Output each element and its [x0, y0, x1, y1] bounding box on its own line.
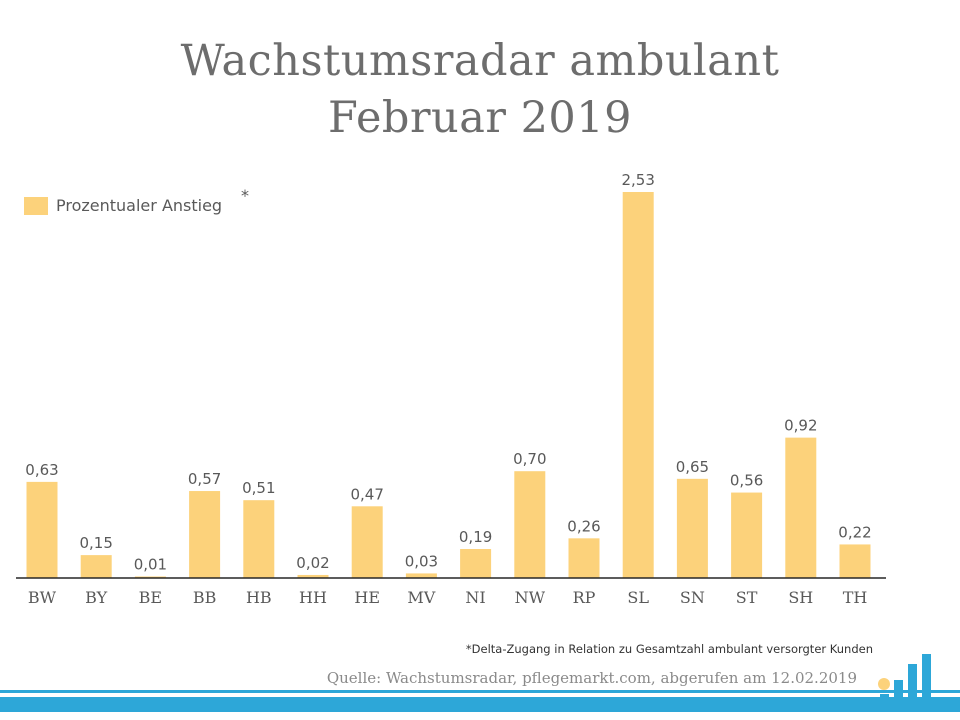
- data-label-BE: 0,01: [134, 555, 167, 573]
- x-tick-SH: SH: [788, 588, 813, 607]
- bar-HB: [243, 500, 275, 578]
- data-label-NW: 0,70: [513, 450, 546, 468]
- data-label-BB: 0,57: [188, 470, 221, 488]
- x-tick-HE: HE: [354, 588, 380, 607]
- x-tick-TH: TH: [843, 588, 868, 607]
- data-label-SN: 0,65: [676, 458, 709, 476]
- x-tick-NI: NI: [465, 588, 485, 607]
- x-tick-SN: SN: [680, 588, 705, 607]
- bar-HH: [297, 574, 329, 578]
- x-tick-HH: HH: [299, 588, 327, 607]
- x-tick-SL: SL: [627, 588, 649, 607]
- data-label-BY: 0,15: [79, 534, 112, 552]
- data-label-ST: 0,56: [730, 472, 763, 490]
- data-label-MV: 0,03: [405, 552, 438, 570]
- x-tick-BE: BE: [139, 588, 162, 607]
- x-tick-NW: NW: [515, 588, 546, 607]
- data-label-HH: 0,02: [296, 554, 329, 572]
- x-tick-BW: BW: [28, 588, 57, 607]
- legend: Prozentualer Anstieg: [24, 196, 222, 215]
- data-label-SH: 0,92: [784, 417, 817, 435]
- data-label-TH: 0,22: [838, 523, 871, 541]
- data-label-SL: 2,53: [621, 171, 654, 189]
- bar-SL: [622, 192, 654, 578]
- bar-BW: [26, 481, 58, 578]
- data-label-NI: 0,19: [459, 528, 492, 546]
- footer-stripe-thick: [0, 697, 960, 712]
- x-tick-MV: MV: [407, 588, 435, 607]
- legend-footnote-marker: *: [241, 186, 249, 205]
- data-label-BW: 0,63: [25, 461, 58, 479]
- x-tick-HB: HB: [246, 588, 272, 607]
- footer-stripe-thin: [0, 690, 960, 693]
- bar-NI: [460, 549, 492, 578]
- source-note: Quelle: Wachstumsradar, pflegemarkt.com,…: [326, 669, 857, 687]
- bar-HE: [351, 506, 383, 578]
- bar-growth-logo-icon: [878, 654, 931, 712]
- bar-BY: [80, 555, 112, 578]
- x-tick-RP: RP: [573, 588, 596, 607]
- chart-title-line2: Februar 2019: [328, 93, 632, 143]
- data-label-HB: 0,51: [242, 479, 275, 497]
- bar-RP: [568, 538, 600, 578]
- bar-MV: [405, 573, 437, 578]
- bar-BB: [189, 491, 221, 578]
- bar-TH: [839, 544, 871, 578]
- bar-NW: [514, 471, 546, 578]
- bar-ST: [731, 492, 763, 578]
- bar-SH: [785, 437, 817, 578]
- data-label-RP: 0,26: [567, 517, 600, 535]
- bar-BE: [134, 576, 166, 578]
- x-tick-ST: ST: [736, 588, 758, 607]
- legend-label: Prozentualer Anstieg: [56, 196, 223, 215]
- chart-title-line1: Wachstumsradar ambulant: [180, 36, 780, 86]
- x-tick-BY: BY: [85, 588, 107, 607]
- legend-swatch: [24, 196, 48, 215]
- data-label-HE: 0,47: [350, 485, 383, 503]
- bar-SN: [676, 478, 708, 578]
- footnote: *Delta-Zugang in Relation zu Gesamtzahl …: [465, 642, 873, 656]
- x-tick-BB: BB: [193, 588, 217, 607]
